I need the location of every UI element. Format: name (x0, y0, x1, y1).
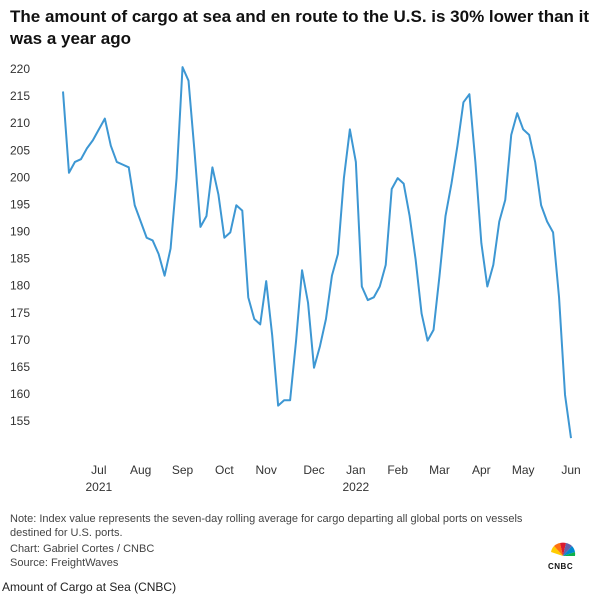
x-tick-label: Oct (215, 463, 234, 477)
x-tick-label: Jul (91, 463, 106, 477)
x-tick-label: Apr (472, 463, 491, 477)
y-tick-label: 180 (10, 279, 30, 293)
note: Note: Index value represents the seven-d… (10, 513, 523, 539)
y-tick-label: 155 (10, 414, 30, 428)
logo-feather (560, 542, 566, 556)
y-tick-label: 200 (10, 170, 30, 184)
y-tick-label: 165 (10, 360, 30, 374)
logo-feather (563, 552, 576, 556)
chart-title: The amount of cargo at sea and en route … (10, 7, 590, 48)
x-year-label: 2022 (342, 480, 369, 494)
y-tick-label: 195 (10, 197, 30, 211)
credit: Chart: Gabriel Cortes / CNBC (10, 543, 155, 555)
y-tick-label: 220 (10, 62, 30, 76)
data-line (62, 66, 572, 439)
cnbc-logo (551, 542, 576, 556)
logo-feather (563, 546, 575, 556)
x-tick-label: Jun (561, 463, 580, 477)
caption: Amount of Cargo at Sea (CNBC) (2, 580, 177, 594)
y-tick-label: 160 (10, 387, 30, 401)
x-year-label: 2021 (86, 480, 113, 494)
x-tick-label: Mar (429, 463, 450, 477)
x-tick-label: Jan (346, 463, 365, 477)
x-tick-label: Dec (303, 463, 324, 477)
y-tick-label: 175 (10, 306, 30, 320)
source: Source: FreightWaves (10, 557, 119, 569)
x-tick-label: Feb (387, 463, 408, 477)
y-tick-label: 210 (10, 116, 30, 130)
x-tick-label: Aug (130, 463, 151, 477)
x-tick-label: May (512, 463, 535, 477)
y-tick-label: 190 (10, 225, 30, 239)
y-tick-label: 170 (10, 333, 30, 347)
y-tick-label: 215 (10, 89, 30, 103)
logo-text: CNBC (548, 562, 574, 571)
x-tick-label: Sep (172, 463, 194, 477)
y-tick-label: 185 (10, 252, 30, 266)
y-tick-label: 205 (10, 143, 30, 157)
logo-feather (551, 546, 563, 556)
logo-feather (563, 543, 572, 556)
x-tick-label: Nov (256, 463, 277, 477)
